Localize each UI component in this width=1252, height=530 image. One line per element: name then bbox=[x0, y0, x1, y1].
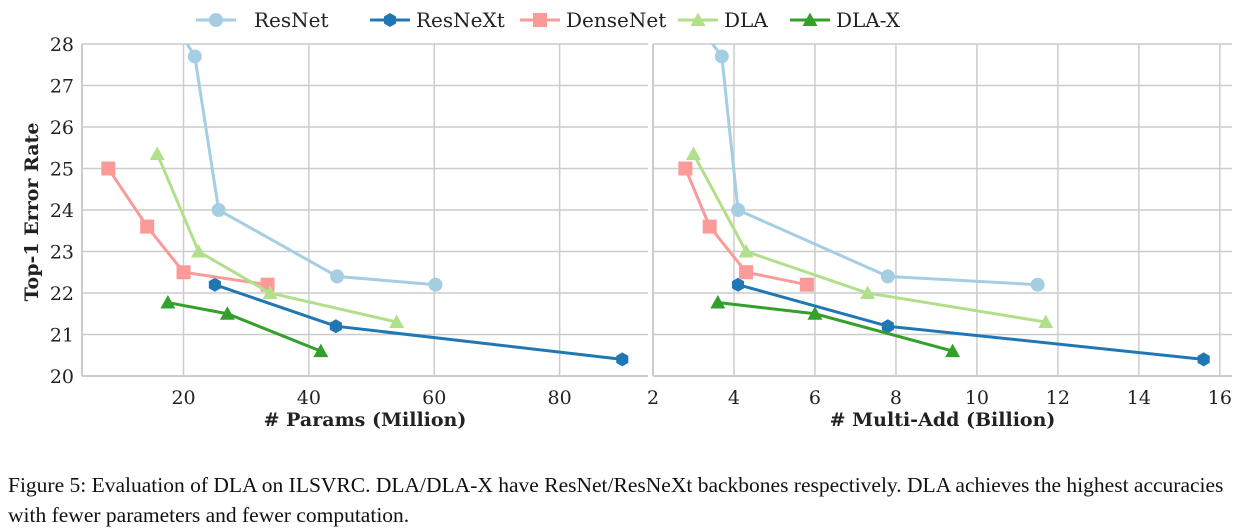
series-layer bbox=[101, 44, 629, 367]
data-point-resnext bbox=[731, 277, 745, 292]
data-point-resnet bbox=[880, 269, 895, 284]
data-point-dla bbox=[1038, 314, 1054, 329]
y-tick-label: 22 bbox=[50, 283, 74, 305]
series-layer bbox=[678, 44, 1210, 367]
data-point-resnet bbox=[731, 203, 746, 217]
y-tick-label: 27 bbox=[50, 76, 74, 98]
x-tick-label: 16 bbox=[1208, 387, 1232, 409]
y-axis-label: Top-1 Error Rate bbox=[21, 123, 43, 302]
x-tick-label: 8 bbox=[890, 387, 902, 409]
series-line-resnet bbox=[710, 44, 1038, 287]
x-tick-label: 10 bbox=[965, 387, 989, 409]
series-line-resnet bbox=[185, 44, 436, 287]
chart-panel-2: 2 4 6 8 10 12 14 16 # Multi-Add (Billion) bbox=[647, 43, 1232, 431]
legend-marker-icon bbox=[533, 13, 547, 27]
legend-marker-icon bbox=[802, 12, 818, 26]
data-point-densenet bbox=[702, 219, 717, 234]
data-point-resnext bbox=[881, 319, 894, 334]
x-tick-label: 6 bbox=[809, 387, 821, 409]
data-point-resnet bbox=[1030, 277, 1045, 292]
x-axis-label: # Params (Million) bbox=[264, 409, 467, 431]
data-point-dla bbox=[860, 285, 876, 299]
legend-marker-icon bbox=[209, 13, 223, 27]
y-tick-label: 21 bbox=[50, 325, 74, 347]
series-line-dla bbox=[155, 153, 397, 324]
data-point-dla-x bbox=[313, 343, 329, 358]
series-line-dla-x bbox=[717, 301, 954, 353]
legend-item-resnet: ResNet bbox=[196, 8, 329, 32]
x-tick-label: 4 bbox=[728, 387, 740, 409]
data-point-densenet bbox=[176, 265, 191, 280]
data-point-densenet bbox=[140, 219, 155, 234]
legend-item-dla: DLA bbox=[678, 8, 768, 32]
x-tick-label: 12 bbox=[1046, 387, 1070, 409]
legend: ResNet ResNeXt DenseNet DLA DLA-X bbox=[196, 8, 901, 32]
data-point-resnext bbox=[208, 277, 221, 292]
x-tick-label: 2 bbox=[647, 387, 659, 409]
legend-label: DLA-X bbox=[836, 8, 901, 32]
data-point-dla-x bbox=[807, 306, 823, 320]
data-point-dla bbox=[738, 244, 754, 258]
x-tick-label: 40 bbox=[297, 387, 321, 409]
legend-item-densenet: DenseNet bbox=[520, 8, 666, 32]
x-tick-label: 20 bbox=[171, 387, 195, 409]
legend-label: DenseNet bbox=[566, 8, 666, 32]
series-line-dla bbox=[692, 153, 1046, 324]
data-point-dla bbox=[685, 146, 701, 160]
x-axis-label: # Multi-Add (Billion) bbox=[830, 409, 1056, 431]
data-point-dla bbox=[389, 314, 405, 329]
chart-panel-1: 20 21 22 23 24 25 26 27 28 20 40 60 80 # Params (Mill… bbox=[21, 34, 648, 431]
data-point-densenet bbox=[101, 161, 116, 176]
data-point-densenet bbox=[739, 265, 754, 280]
legend-item-dla-x: DLA-X bbox=[790, 8, 901, 32]
series-line-dla-x bbox=[167, 301, 322, 353]
data-point-resnet bbox=[428, 277, 443, 292]
series-line-densenet bbox=[107, 167, 268, 287]
x-tick-label: 60 bbox=[422, 387, 446, 409]
series-line-densenet bbox=[684, 167, 808, 287]
data-point-resnet bbox=[330, 269, 345, 284]
legend-label: DLA bbox=[724, 8, 768, 32]
y-tick-label: 28 bbox=[50, 34, 74, 56]
x-tick-label: 14 bbox=[1127, 387, 1151, 409]
series-line-resnext bbox=[737, 283, 1204, 361]
figure-caption: Figure 5: Evaluation of DLA on ILSVRC. D… bbox=[8, 473, 1224, 527]
data-point-dla-x bbox=[219, 306, 235, 320]
data-point-dla-x bbox=[710, 295, 726, 309]
y-tick-label: 23 bbox=[50, 242, 74, 264]
y-tick-label: 25 bbox=[50, 159, 74, 181]
data-point-resnet bbox=[714, 49, 729, 64]
legend-label: ResNeXt bbox=[416, 8, 505, 32]
legend-marker-icon bbox=[690, 12, 706, 26]
y-tick-label: 20 bbox=[50, 366, 74, 388]
data-point-dla bbox=[191, 244, 207, 258]
data-point-resnet bbox=[187, 49, 202, 64]
legend-item-resnext: ResNeXt bbox=[370, 8, 505, 32]
data-point-resnext bbox=[616, 352, 629, 367]
legend-marker-icon bbox=[383, 13, 397, 27]
data-point-dla-x bbox=[160, 295, 176, 309]
data-point-resnet bbox=[211, 203, 226, 217]
y-tick-label: 26 bbox=[50, 117, 74, 139]
data-point-resnext bbox=[329, 319, 342, 334]
data-point-densenet bbox=[799, 277, 814, 292]
data-point-resnext bbox=[1197, 352, 1210, 367]
data-point-dla bbox=[262, 285, 278, 299]
x-tick-label: 80 bbox=[548, 387, 572, 409]
legend-label: ResNet bbox=[254, 8, 329, 32]
data-point-densenet bbox=[678, 161, 693, 176]
data-point-dla-x bbox=[945, 343, 961, 358]
y-tick-label: 24 bbox=[50, 200, 74, 222]
data-point-dla bbox=[149, 146, 165, 160]
